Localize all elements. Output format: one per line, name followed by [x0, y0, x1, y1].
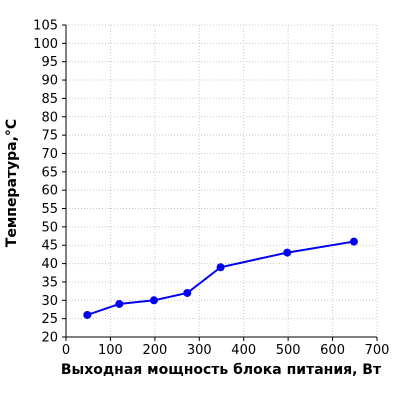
- data-point: [183, 288, 192, 297]
- x-tick-label: 400: [231, 343, 256, 358]
- y-tick-label: 40: [41, 257, 58, 272]
- y-axis-title: Температура,°С: [4, 119, 20, 247]
- data-point: [115, 299, 124, 308]
- x-ticks: 0 100 200 300 400 500 600 700: [62, 337, 390, 358]
- x-tick-label: 200: [142, 343, 167, 358]
- y-tick-label: 20: [41, 331, 58, 346]
- data-point: [283, 248, 292, 257]
- x-tick-label: 600: [320, 343, 345, 358]
- y-tick-label: 95: [41, 55, 58, 70]
- x-tick-label: 300: [187, 343, 212, 358]
- y-tick-label: 85: [41, 92, 58, 107]
- x-tick-label: 100: [98, 343, 123, 358]
- y-tick-label: 70: [41, 147, 58, 162]
- y-tick-label: 25: [41, 312, 58, 327]
- x-tick-label: 500: [276, 343, 301, 358]
- y-tick-label: 45: [41, 239, 58, 254]
- y-tick-label: 55: [41, 202, 58, 217]
- data-point: [83, 310, 92, 319]
- series-line: [87, 240, 355, 316]
- y-tick-label: 75: [41, 129, 58, 144]
- y-tick-label: 90: [41, 74, 58, 89]
- y-tick-label: 50: [41, 220, 58, 235]
- x-axis-title: Выходная мощность блока питания, Вт: [61, 362, 382, 378]
- y-tick-label: 60: [41, 184, 58, 199]
- y-tick-label: 65: [41, 165, 58, 180]
- grid: [66, 24, 378, 337]
- y-tick-label: 80: [41, 110, 58, 125]
- series: [83, 237, 358, 319]
- data-point: [149, 296, 158, 305]
- y-tick-label: 30: [41, 294, 58, 309]
- y-ticks: 20 25 30 35 40 45 50 55 60 65 70 75 80 85 90 95 100 105: [33, 19, 66, 346]
- y-tick-label: 100: [33, 37, 58, 52]
- axes: [65, 25, 377, 338]
- x-tick-label: 700: [365, 343, 390, 358]
- data-point: [349, 237, 358, 246]
- data-point: [216, 263, 225, 272]
- y-tick-label: 35: [41, 275, 58, 290]
- y-tick-label: 105: [33, 19, 58, 34]
- x-tick-label: 0: [62, 343, 70, 358]
